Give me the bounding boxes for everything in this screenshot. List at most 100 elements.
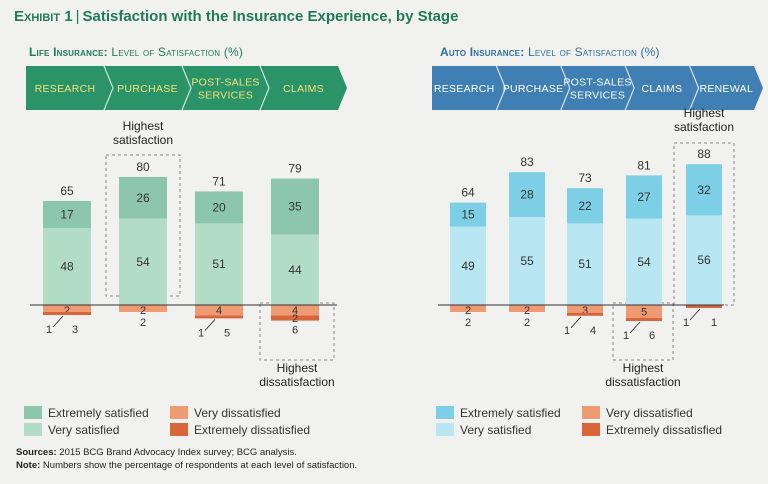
life-stage-label-3-0: CLAIMS [283,83,324,95]
auto-stage-shape-3 [625,66,699,110]
auto-leader-line-3 [629,321,641,334]
life-bar-very-dissatisfied-0 [43,305,91,312]
auto-label-very-satisfied-3: 54 [637,255,651,269]
auto-stage-label-4-0: RENEWAL [699,83,753,95]
auto-label-extremely-satisfied-2: 22 [578,199,592,213]
life-label-extremely-dissatisfied-2: 1 [198,327,204,339]
exhibit-heading: Satisfaction with the Insurance Experien… [82,8,459,25]
auto-bar-very-dissatisfied-3 [626,305,662,318]
life-label-extremely-satisfied-3: 35 [288,200,302,214]
note-text: Numbers show the percentage of responden… [40,460,358,471]
auto-stage-label-2-1: SERVICES [570,90,625,102]
auto-annotation-satisfaction-0: Highest [684,106,725,120]
auto-panel-title: Auto Insurance: Level of Satisfaction (%… [440,45,660,59]
sources-line: Sources: 2015 BCG Brand Advocacy Index s… [16,446,357,459]
life-dissatisfied-total-3: 6 [292,325,298,337]
life-bar-extremely-satisfied-1 [119,177,167,219]
life-title-bold: Life Insurance: [29,45,108,59]
auto-bar-very-satisfied-4 [686,215,722,305]
auto-label-very-satisfied-4: 56 [697,253,711,267]
life-label-extremely-satisfied-1: 26 [136,191,150,205]
life-bar-extremely-satisfied-2 [195,191,243,224]
life-annotation-satisfaction-0: Highest [123,119,164,133]
auto-total-4: 88 [697,147,711,161]
exhibit-label: Exhibit 1 [14,8,73,25]
life-label-very-dissatisfied-0: 2 [64,305,70,317]
auto-label-very-dissatisfied-0: 2 [465,305,471,317]
life-label-very-satisfied-2: 51 [212,257,226,271]
life-panel-title: Life Insurance: Level of Satisfaction (%… [29,45,243,59]
auto-bar-extremely-dissatisfied-3 [626,318,662,321]
auto-stage-divider-4 [689,65,700,111]
life-stage-shape-1 [104,66,191,110]
life-bar-very-dissatisfied-1 [119,305,167,312]
exhibit-separator: | [75,8,80,25]
life-bar-very-satisfied-2 [195,223,243,305]
auto-leader-line-4 [689,308,701,321]
life-stage-label-2-1: SERVICES [198,90,253,102]
auto-dissatisfied-total-2: 4 [590,325,596,337]
life-bar-very-dissatisfied-3 [271,305,319,316]
auto-stage-shape-1 [496,66,570,110]
auto-label-extremely-dissatisfied-3: 1 [623,330,629,342]
life-bar-very-satisfied-0 [43,228,91,305]
auto-stage-label-0-0: RESEARCH [434,83,495,95]
life-stage-label-0-0: RESEARCH [35,83,96,95]
life-bar-extremely-dissatisfied-0 [43,312,91,315]
auto-label-extremely-satisfied-3: 27 [637,190,651,204]
auto-bar-extremely-satisfied-4 [686,164,722,216]
life-label-extremely-satisfied-0: 17 [60,208,74,222]
life-stage-shape-0 [26,66,113,110]
auto-label-extremely-satisfied-4: 32 [697,183,711,197]
auto-dissatisfied-total-1: 2 [524,317,530,329]
auto-label-very-satisfied-1: 55 [520,254,534,268]
life-title-light: Level of Satisfaction (%) [107,45,244,59]
auto-title-light: Level of Satisfaction (%) [524,45,660,59]
auto-total-3: 81 [637,158,651,172]
auto-label-extremely-dissatisfied-4: 1 [683,317,689,329]
life-dissatisfied-total-1: 2 [140,317,146,329]
life-stage-shape-3 [260,66,347,110]
life-stage-label-1-0: PURCHASE [117,83,178,95]
life-label-extremely-dissatisfied-3: 2 [292,313,298,325]
life-label-very-dissatisfied-1: 2 [140,305,146,317]
life-dissatisfied-total-2: 5 [224,327,230,339]
life-leader-line-0 [52,315,64,328]
life-bar-very-satisfied-3 [271,234,319,305]
auto-stage-label-1-0: PURCHASE [503,83,564,95]
auto-total-2: 73 [578,171,592,185]
auto-label-very-dissatisfied-1: 2 [524,305,530,317]
auto-bar-very-satisfied-0 [450,226,486,305]
auto-stage-label-3-0: CLAIMS [641,83,682,95]
auto-stage-divider-3 [624,65,635,111]
auto-bar-extremely-satisfied-2 [567,188,603,224]
life-bar-extremely-dissatisfied-2 [195,315,243,319]
auto-stage-label-2-0: POST-SALES [563,77,631,89]
auto-bar-very-satisfied-1 [509,217,545,305]
life-annotation-dissatisfaction-1: dissatisfaction [259,375,334,389]
note-label: Note: [16,460,41,471]
life-label-very-dissatisfied-3: 4 [292,305,298,317]
life-total-0: 65 [60,184,74,198]
auto-stage-divider-2 [560,65,571,111]
exhibit-title: Exhibit 1 | Satisfaction with the Insuranc… [14,8,458,25]
life-label-extremely-satisfied-2: 20 [212,200,226,214]
auto-bar-very-satisfied-2 [567,223,603,305]
auto-stage-shape-4 [689,66,763,110]
auto-label-very-dissatisfied-3: 5 [641,307,647,319]
auto-bar-extremely-satisfied-3 [626,175,662,219]
life-stage-divider-3 [259,65,270,111]
life-annotation-satisfaction-1: satisfaction [113,133,173,147]
auto-stage-shape-0 [432,66,506,110]
life-label-extremely-dissatisfied-0: 1 [46,324,52,336]
sources-text: 2015 BCG Brand Advocacy Index survey; BC… [56,447,297,458]
auto-dissatisfied-total-0: 2 [465,317,471,329]
auto-annotation-dissatisfaction-1: dissatisfaction [605,375,680,389]
life-stage-divider-1 [103,65,114,111]
auto-label-extremely-dissatisfied-2: 1 [564,325,570,337]
sources-label: Sources: [16,447,57,458]
life-dissatisfied-total-0: 3 [72,324,78,336]
life-total-3: 79 [288,162,302,176]
life-label-very-satisfied-0: 48 [60,260,74,274]
